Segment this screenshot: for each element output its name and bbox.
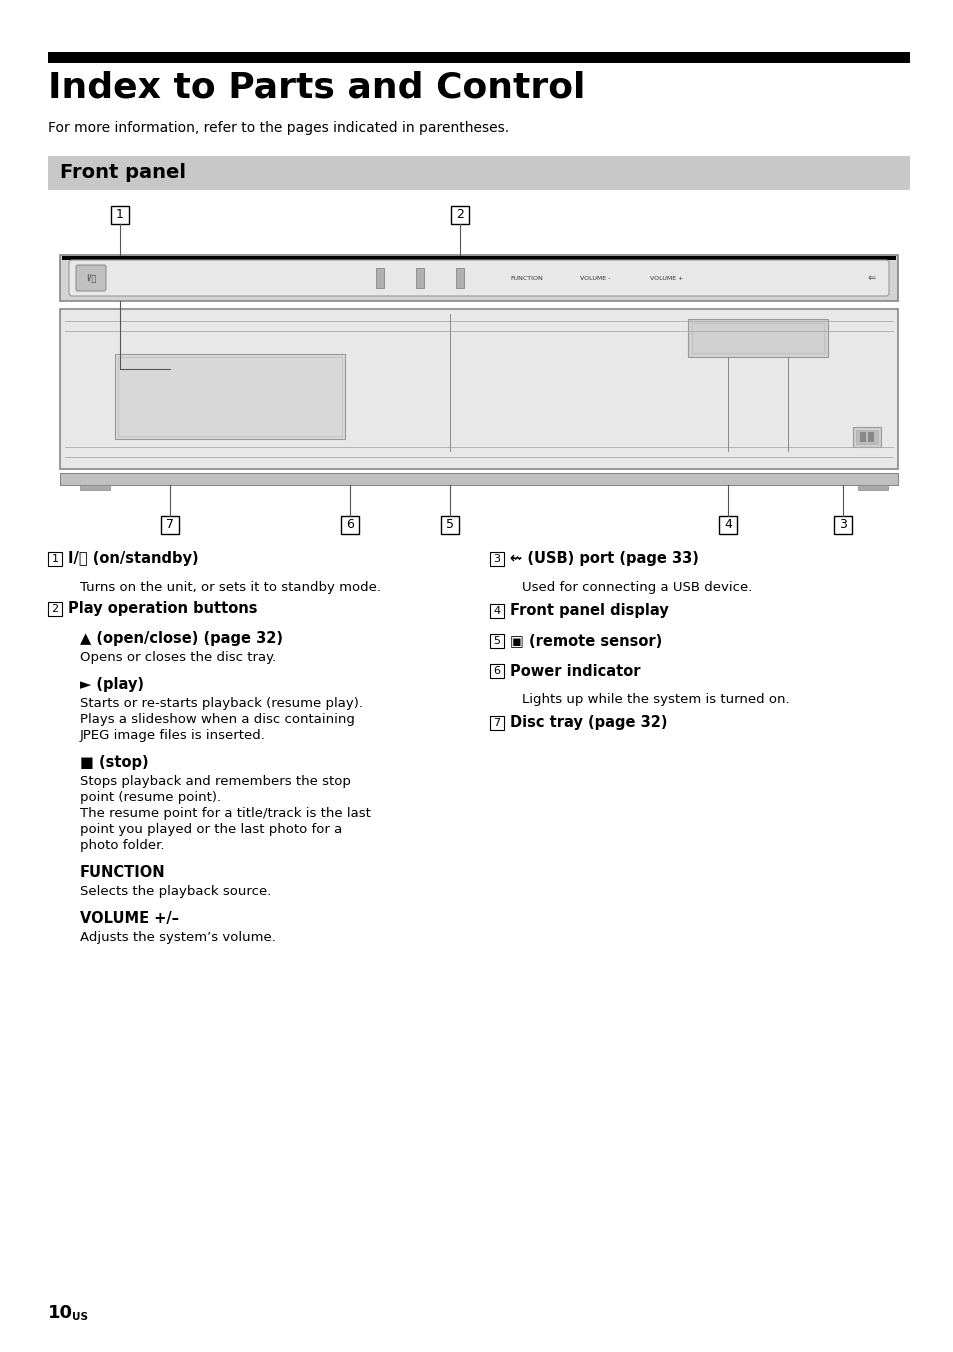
Text: US: US [71,1311,88,1322]
Text: 5: 5 [493,635,500,646]
Text: Power indicator: Power indicator [510,664,639,679]
Text: JPEG image files is inserted.: JPEG image files is inserted. [80,729,266,742]
Text: ▣ (remote sensor): ▣ (remote sensor) [510,634,661,649]
Text: FUNCTION: FUNCTION [80,865,166,880]
Bar [852,427,880,448]
Text: 2: 2 [51,604,58,614]
Bar [60,256,897,301]
Bar [857,485,887,489]
Text: The resume point for a title/track is the last: The resume point for a title/track is th… [80,807,371,821]
Text: ▲ (open/close) (page 32): ▲ (open/close) (page 32) [80,631,283,646]
Bar [855,430,877,443]
Text: 1: 1 [51,554,58,564]
Text: Starts or re-starts playback (resume play).: Starts or re-starts playback (resume pla… [80,698,363,710]
Bar [490,604,503,618]
Text: ► (play): ► (play) [80,677,144,692]
Text: Opens or closes the disc tray.: Opens or closes the disc tray. [80,652,276,664]
Text: photo folder.: photo folder. [80,840,164,852]
Bar [340,516,358,534]
Text: Index to Parts and Control: Index to Parts and Control [48,72,585,105]
Bar [48,155,909,191]
Text: 5: 5 [446,519,454,531]
Text: Disc tray (page 32): Disc tray (page 32) [510,715,667,730]
Text: Play operation buttons: Play operation buttons [68,602,257,617]
Bar [719,516,737,534]
Text: ■ (stop): ■ (stop) [80,754,149,771]
Bar [416,268,423,288]
Text: 4: 4 [493,606,500,617]
Bar [48,552,62,566]
Text: Lights up while the system is turned on.: Lights up while the system is turned on. [521,694,789,706]
Bar [490,552,503,566]
Text: Front panel display: Front panel display [510,603,668,618]
Bar [80,485,110,489]
Bar [867,433,873,442]
Text: Turns on the unit, or sets it to standby mode.: Turns on the unit, or sets it to standby… [80,581,380,594]
Text: Plays a slideshow when a disc containing: Plays a slideshow when a disc containing [80,713,355,726]
Text: ⇐: ⇐ [867,273,875,283]
Text: FUNCTION: FUNCTION [510,276,542,280]
Text: 10: 10 [48,1303,73,1322]
Text: I/⌛ (on/standby): I/⌛ (on/standby) [68,552,198,566]
Text: VOLUME +/–: VOLUME +/– [80,911,179,926]
Bar [859,433,865,442]
Text: 3: 3 [493,554,500,564]
Bar [490,717,503,730]
Bar [490,634,503,648]
Text: 3: 3 [839,519,846,531]
Text: 2: 2 [456,208,463,222]
Bar [440,516,458,534]
Bar [111,206,129,224]
Text: ⇜ (USB) port (page 33): ⇜ (USB) port (page 33) [510,552,699,566]
Text: point (resume point).: point (resume point). [80,791,221,804]
Text: point you played or the last photo for a: point you played or the last photo for a [80,823,342,836]
Text: 6: 6 [493,667,500,676]
Text: For more information, refer to the pages indicated in parentheses.: For more information, refer to the pages… [48,120,509,135]
Bar [118,357,341,435]
Text: 4: 4 [723,519,731,531]
Bar [48,602,62,617]
Bar [687,319,827,357]
Text: VOLUME -: VOLUME - [579,276,610,280]
Text: 7: 7 [493,718,500,727]
Bar [375,268,384,288]
Bar [691,323,823,353]
Bar [451,206,469,224]
Bar [115,354,345,439]
Text: VOLUME +: VOLUME + [649,276,682,280]
Text: Used for connecting a USB device.: Used for connecting a USB device. [521,581,752,594]
Bar [60,310,897,469]
Bar [48,51,909,64]
Text: Adjusts the system’s volume.: Adjusts the system’s volume. [80,932,275,944]
Bar [456,268,463,288]
Bar [490,664,503,677]
Text: 7: 7 [166,519,173,531]
Bar [833,516,851,534]
Bar [60,473,897,485]
Text: Stops playback and remembers the stop: Stops playback and remembers the stop [80,775,351,788]
FancyBboxPatch shape [76,265,106,291]
FancyBboxPatch shape [69,260,888,296]
Text: I/⌛: I/⌛ [86,273,96,283]
Text: Selects the playback source.: Selects the playback source. [80,886,271,898]
Bar [161,516,179,534]
Bar [62,256,895,260]
Text: 1: 1 [116,208,124,222]
Text: Front panel: Front panel [60,164,186,183]
Text: 6: 6 [346,519,354,531]
